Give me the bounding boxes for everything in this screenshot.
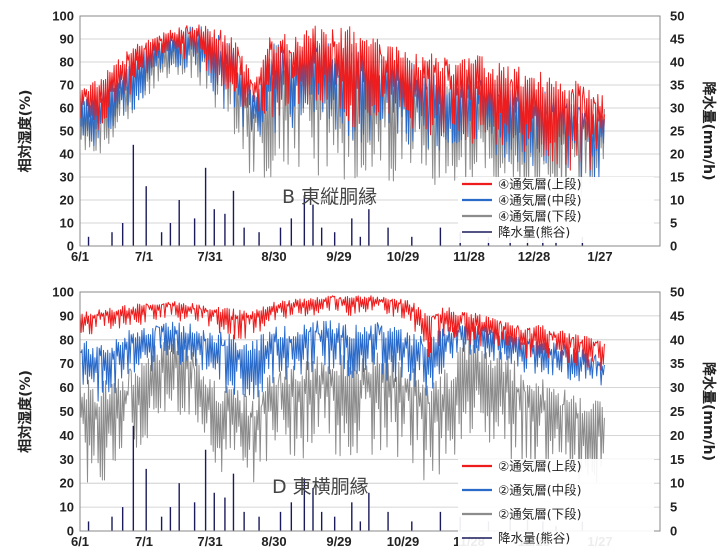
x-tick-label: 11/28 [453,249,485,264]
y2-axis-label: 降水量(mm/h) [700,362,717,461]
y-tick-label: 70 [60,78,74,93]
series-line-3 [80,336,605,484]
y-tick-label: 30 [60,452,74,467]
legend-box [458,459,654,549]
y-tick-label: 60 [60,380,74,395]
x-tick-label: 7/31 [197,534,222,549]
chart-panel-B: 0 10 20 30 40 50 60 70 80 90 100 0 5 10 15 20 25 30 35 40 45… [17,9,717,265]
y2-axis-label: 降水量(mm/h) [700,81,717,180]
y2-tick-label: 20 [670,428,684,443]
y2-tick-label: 0 [670,524,677,539]
y-tick-label: 50 [60,124,74,139]
x-tick-label: 9/29 [326,249,351,264]
y2-tick-label: 35 [670,356,684,371]
legend-label: 降水量(熊谷) [498,531,570,546]
x-tick-label: 12/28 [518,249,551,264]
legend-label: ④通気層(下段) [498,209,581,224]
y2-tick-label: 0 [670,239,677,254]
series-line-1 [80,295,605,371]
panel-annotation: D 東横胴縁 [272,476,369,498]
y2-tick-label: 45 [670,32,684,47]
y-tick-label: 100 [52,285,74,300]
y2-tick-label: 15 [670,170,684,185]
x-tick-label: 6/1 [71,249,89,264]
plot-frame [79,15,661,247]
panel-annotation: B 東縦胴縁 [282,186,377,208]
precip-bars [87,144,584,246]
y2-tick-label: 25 [670,404,684,419]
y-tick-label: 70 [60,356,74,371]
precip-bars [87,425,584,531]
y-tick-label: 100 [52,9,74,24]
x-tick-label: 7/1 [135,534,153,549]
x-tick-label: 6/1 [71,534,89,549]
legend-label: ②通気層(中段) [498,483,581,498]
y-tick-label: 30 [60,170,74,185]
y2-tick-label: 50 [670,285,684,300]
y-tick-label: 20 [60,476,74,491]
y-tick-label: 80 [60,332,74,347]
legend-label: 降水量(熊谷) [498,225,570,240]
y-tick-label: 10 [60,500,74,515]
x-tick-label: 10/29 [387,534,420,549]
y-tick-label: 40 [60,147,74,162]
y2-tick-label: 45 [670,308,684,323]
series-line-1 [80,24,605,171]
y2-tick-label: 5 [670,216,677,231]
y-tick-label: 0 [67,239,74,254]
legend-label: ②通気層(上段) [498,459,581,474]
x-tick-label: 8/30 [261,249,286,264]
y2-tick-label: 10 [670,193,684,208]
y2-tick-label: 50 [670,9,684,24]
x-tick-label: 7/31 [197,249,222,264]
x-tick-label: 1/27 [587,249,612,264]
x-tick-label: 9/29 [326,534,351,549]
y2-tick-label: 25 [670,124,684,139]
legend-label: ④通気層(上段) [498,177,581,192]
y2-tick-label: 10 [670,476,684,491]
y-tick-label: 0 [67,524,74,539]
x-tick-label: 7/1 [135,249,153,264]
series-lines [80,24,605,199]
legend-label: ④通気層(中段) [498,193,581,208]
y2-tick-label: 30 [670,380,684,395]
y2-tick-label: 40 [670,332,684,347]
y2-tick-label: 40 [670,55,684,70]
y-tick-label: 60 [60,101,74,116]
y2-tick-label: 30 [670,101,684,116]
y-axis-label: 相対湿度(%) [17,90,34,173]
plot-frame [79,291,661,532]
series-lines [80,295,605,484]
y-tick-label: 40 [60,428,74,443]
y2-tick-label: 5 [670,500,677,515]
y2-tick-label: 20 [670,147,684,162]
y-axis-label: 相対湿度(%) [17,370,34,453]
y-tick-label: 90 [60,308,74,323]
x-tick-label: 10/29 [387,249,420,264]
y-tick-label: 90 [60,32,74,47]
y-tick-label: 20 [60,193,74,208]
y2-tick-label: 15 [670,452,684,467]
y-tick-label: 10 [60,216,74,231]
y2-tick-label: 35 [670,78,684,93]
y-tick-label: 50 [60,404,74,419]
chart-panel-D: 0 10 20 30 40 50 60 70 80 90 100 0 5 10 15 20 25 30 35 40 45… [17,285,717,549]
legend-label: ②通気層(下段) [498,507,581,522]
x-tick-label: 8/30 [261,534,286,549]
y-tick-label: 80 [60,55,74,70]
